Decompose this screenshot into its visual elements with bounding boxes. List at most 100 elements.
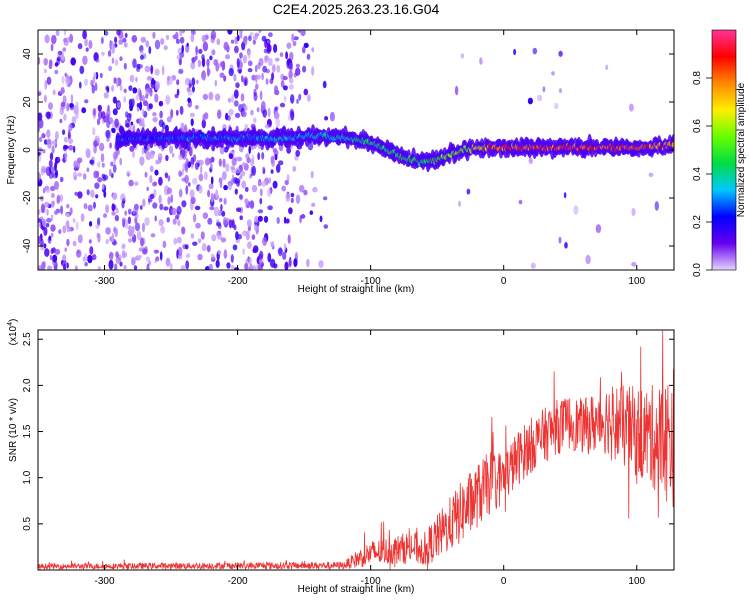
spectrogram-noise-cell (153, 189, 157, 197)
spectrogram-noise-cell (302, 46, 306, 54)
spectrogram-noise-cell (136, 230, 142, 241)
spectrogram-noise-cell (103, 213, 107, 218)
spectrogram-noise-cell (142, 198, 146, 207)
spectrogram-noise-cell (45, 223, 50, 228)
spectrogram-noise-cell (60, 55, 65, 61)
spectrogram-noise-cell (136, 103, 140, 108)
spectrogram-noise-cell (241, 180, 247, 189)
spectrogram-noise-cell (154, 68, 160, 76)
spectrogram-noise-cell (288, 258, 292, 268)
spectrogram-noise-cell (211, 49, 216, 56)
spectrogram-noise-cell (70, 57, 76, 66)
spectrogram-noise-cell (138, 247, 143, 252)
spectrogram-noise-cell (558, 88, 563, 94)
spectrogram-noise-cell (97, 233, 101, 243)
spectrogram-noise-cell (74, 265, 78, 270)
spectrogram-noise-cell (206, 66, 210, 73)
spectrogram-noise-cell (50, 185, 56, 192)
spectrogram-noise-cell (235, 82, 240, 89)
spectrogram-noise-cell (273, 43, 278, 53)
spectrogram-y-tick-label: 0 (22, 147, 33, 153)
spectrogram-noise-cell (258, 58, 264, 66)
spectrogram-noise-cell (152, 31, 156, 39)
spectrogram-noise-cell (74, 191, 78, 196)
spectrogram-noise-cell (84, 38, 88, 47)
spectrogram-noise-cell (130, 121, 134, 126)
spectrogram-noise-cell (109, 168, 112, 177)
spectrogram-noise-cell (38, 218, 42, 223)
spectrogram-noise-cell (171, 152, 175, 158)
spectrogram-noise-cell (244, 198, 249, 205)
spectrogram-noise-cell (628, 103, 634, 112)
spectrogram-noise-cell (101, 162, 105, 168)
spectrogram-noise-cell (172, 218, 177, 225)
spectrogram-noise-cell (537, 94, 543, 102)
spectrogram-noise-cell (187, 89, 193, 96)
snr-scale-factor: (x104) (7, 319, 19, 346)
spectrogram-noise-cell (169, 145, 174, 154)
spectrogram-noise-cell (169, 263, 173, 270)
spectrogram-noise-cell (251, 74, 257, 81)
spectrogram-noise-cell (290, 197, 294, 203)
spectrogram-noise-cell (216, 38, 221, 46)
spectrogram-noise-cell (128, 179, 134, 187)
spectrogram-noise-cell (74, 175, 77, 181)
spectrogram-noise-cell (123, 265, 127, 270)
spectrogram-noise-cell (532, 47, 538, 55)
spectrogram-noise-cell (114, 118, 119, 128)
spectrogram-noise-cell (214, 79, 218, 87)
spectrogram-noise-cell (146, 263, 150, 270)
spectrogram-noise-cell (288, 207, 293, 215)
spectrogram-noise-cell (131, 98, 135, 107)
spectrogram-noise-cell (101, 183, 105, 190)
snr-y-label: SNR (10 * v/v) (8, 398, 19, 462)
spectrogram-noise-cell (281, 185, 287, 192)
spectrogram-noise-cell (51, 34, 57, 45)
spectrogram-noise-cell (181, 226, 186, 235)
spectrogram-noise-cell (189, 112, 196, 118)
spectrogram-noise-cell (158, 219, 164, 227)
spectrogram-noise-cell (257, 209, 264, 214)
colorbar-tick-label: 0.4 (692, 167, 703, 181)
spectrogram-noise-cell (114, 263, 118, 270)
spectrogram-noise-cell (585, 254, 591, 265)
spectrogram-noise-cell (257, 152, 261, 161)
spectrogram-noise-cell (110, 161, 114, 167)
spectrogram-noise-cell (244, 123, 248, 130)
spectrogram-noise-cell (166, 187, 172, 195)
spectrogram-noise-cell (38, 123, 41, 133)
spectrogram-noise-cell (140, 205, 143, 210)
spectrogram-noise-cell (319, 215, 323, 223)
spectrogram-noise-cell (246, 157, 251, 164)
spectrogram-noise-cell (454, 85, 459, 96)
spectrogram-noise-cell (261, 72, 264, 81)
snr-y-tick-label: 2.5 (22, 332, 33, 346)
spectrogram-noise-cell (243, 36, 247, 44)
spectrogram-noise-cell (236, 58, 240, 68)
spectrogram-noise-cell (50, 200, 55, 208)
spectrogram-noise-cell (190, 32, 195, 43)
spectrogram-noise-cell (79, 81, 82, 89)
spectrogram-noise-cell (177, 219, 181, 226)
spectrogram-noise-cell (513, 48, 517, 56)
spectrogram-noise-cell (137, 254, 143, 260)
spectrogram-noise-cell (210, 192, 214, 203)
spectrogram-noise-cell (200, 165, 203, 174)
spectrogram-noise-cell (54, 69, 59, 75)
spectrogram-cells (38, 30, 674, 270)
spectrogram-noise-cell (324, 116, 329, 121)
spectrogram-noise-cell (71, 116, 77, 124)
spectrogram-noise-cell (128, 85, 133, 91)
spectrogram-noise-cell (125, 123, 130, 128)
spectrogram-noise-cell (66, 102, 70, 112)
spectrogram-noise-cell (163, 45, 168, 51)
spectrogram-noise-cell (144, 171, 148, 178)
spectrogram-noise-cell (65, 212, 70, 217)
spectrogram-noise-cell (227, 97, 232, 103)
spectrogram-noise-cell (295, 63, 301, 68)
spectrogram-noise-cell (116, 101, 121, 109)
spectrogram-noise-cell (114, 36, 118, 44)
colorbar-tick-label: 0.2 (692, 215, 703, 229)
spectrogram-noise-cell (272, 147, 278, 153)
spectrogram-noise-cell (84, 99, 89, 104)
